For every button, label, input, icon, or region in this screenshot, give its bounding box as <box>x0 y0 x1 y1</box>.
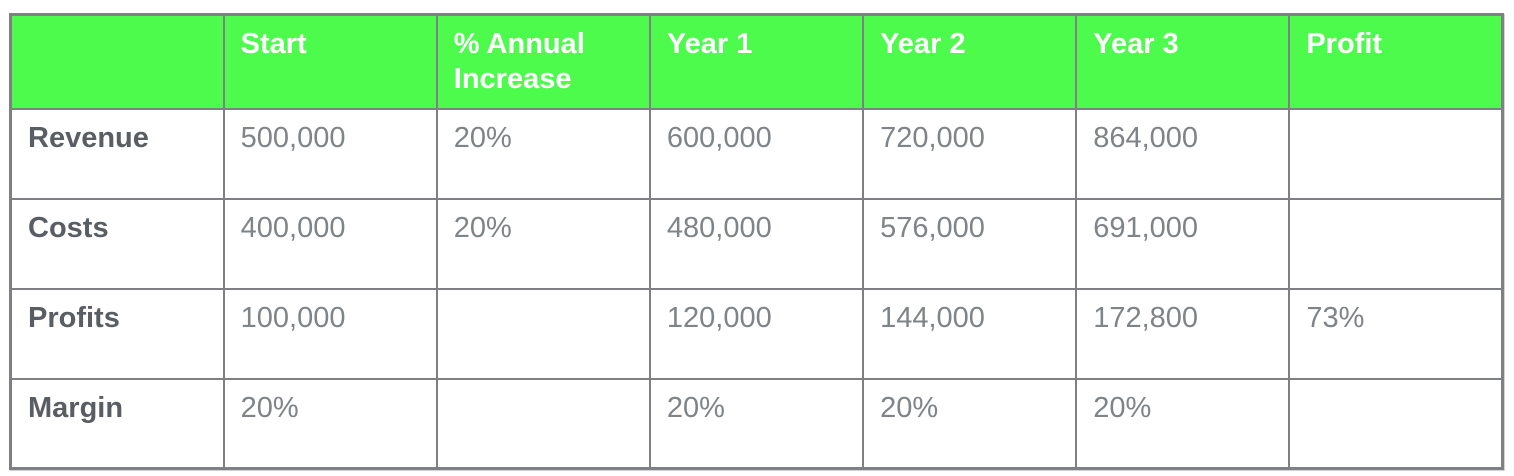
header-row: Start% Annual Increase Year 1 Year 2 Year 3… <box>9 13 1504 110</box>
table-row-margin: Margin 20% 20% 20% 20% <box>9 377 1504 470</box>
cell-revenue-profit <box>1288 107 1504 200</box>
row-label-costs: Costs <box>9 197 225 290</box>
header-cell-blank <box>9 13 225 110</box>
row-label-margin: Margin <box>9 377 225 470</box>
header-cell-start: Start <box>222 13 438 110</box>
cell-costs-start: 400,000 <box>222 197 438 290</box>
financial-projection-table: Start% Annual Increase Year 1 Year 2 Year 3… <box>9 13 1504 471</box>
cell-margin-year-1: 20% <box>648 377 865 470</box>
cell-margin-year-3: 20% <box>1075 377 1291 470</box>
row-label-revenue: Revenue <box>9 107 225 200</box>
table-body: Revenue 500,000 20% 600,000 720,000 864,000 Co… <box>9 107 1504 470</box>
cell-costs-year-3: 691,000 <box>1075 197 1291 290</box>
cell-revenue-start: 500,000 <box>222 107 438 200</box>
cell-revenue-year-2: 720,000 <box>862 107 1078 200</box>
cell-profits-year-3: 172,800 <box>1075 287 1291 380</box>
cell-revenue-year-1: 600,000 <box>648 107 865 200</box>
header-cell-year-1: Year 1 <box>648 13 865 110</box>
cell-margin-start: 20% <box>222 377 438 470</box>
table-header: Start% Annual Increase Year 1 Year 2 Year 3… <box>9 13 1504 110</box>
row-label-profits: Profits <box>9 287 225 380</box>
cell-costs-year-2: 576,000 <box>862 197 1078 290</box>
cell-profits-start: 100,000 <box>222 287 438 380</box>
cell-costs-profit <box>1288 197 1504 290</box>
cell-profits-annual-increase <box>435 287 651 380</box>
cell-costs-year-1: 480,000 <box>648 197 865 290</box>
table-row-revenue: Revenue 500,000 20% 600,000 720,000 864,000 <box>9 107 1504 200</box>
header-cell-profit: Profit <box>1288 13 1504 110</box>
cell-margin-annual-increase <box>435 377 651 470</box>
header-cell-year-2: Year 2 <box>862 13 1078 110</box>
cell-revenue-annual-increase: 20% <box>435 107 651 200</box>
cell-margin-year-2: 20% <box>862 377 1078 470</box>
table-row-profits: Profits 100,000 120,000 144,000 172,800 73% <box>9 287 1504 380</box>
cell-margin-profit <box>1288 377 1504 470</box>
table-row-costs: Costs 400,000 20% 480,000 576,000 691,000 <box>9 197 1504 290</box>
cell-profits-profit: 73% <box>1288 287 1504 380</box>
header-cell-year-3: Year 3 <box>1075 13 1291 110</box>
cell-profits-year-2: 144,000 <box>862 287 1078 380</box>
cell-profits-year-1: 120,000 <box>648 287 865 380</box>
header-cell-annual-increase: % Annual Increase <box>435 13 651 110</box>
cell-costs-annual-increase: 20% <box>435 197 651 290</box>
cell-revenue-year-3: 864,000 <box>1075 107 1291 200</box>
